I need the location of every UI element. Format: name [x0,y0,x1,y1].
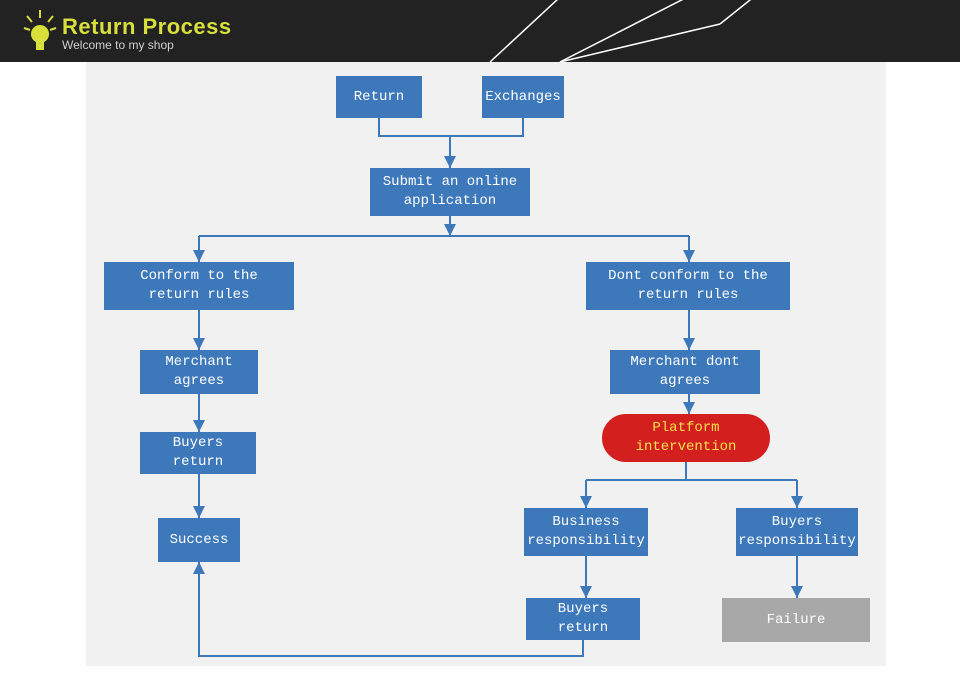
flow-node-conform: Conform to the return rules [104,262,294,310]
flow-node-magrees: Merchant agrees [140,350,258,394]
flow-node-notconform: Dont conform to the return rules [586,262,790,310]
header-decoration [0,0,960,62]
flowchart-canvas: Return Exchanges Submit an online applicat… [86,62,886,666]
flow-node-exchanges: Exchanges [482,76,564,118]
flow-node-return: Return [336,76,422,118]
flow-node-success: Success [158,518,240,562]
flow-node-submit: Submit an online application [370,168,530,216]
flow-node-buyresp: Buyers responsibility [736,508,858,556]
flow-node-breturn1: Buyers return [140,432,256,474]
flow-edge [379,118,523,136]
flow-node-bizresp: Business responsibility [524,508,648,556]
flow-node-failure: Failure [722,598,870,642]
flow-node-breturn2: Buyers return [526,598,640,640]
header: Return Process Welcome to my shop [0,0,960,62]
flow-node-mdisagrees: Merchant dont agrees [610,350,760,394]
flow-node-platform: Platform intervention [602,414,770,462]
